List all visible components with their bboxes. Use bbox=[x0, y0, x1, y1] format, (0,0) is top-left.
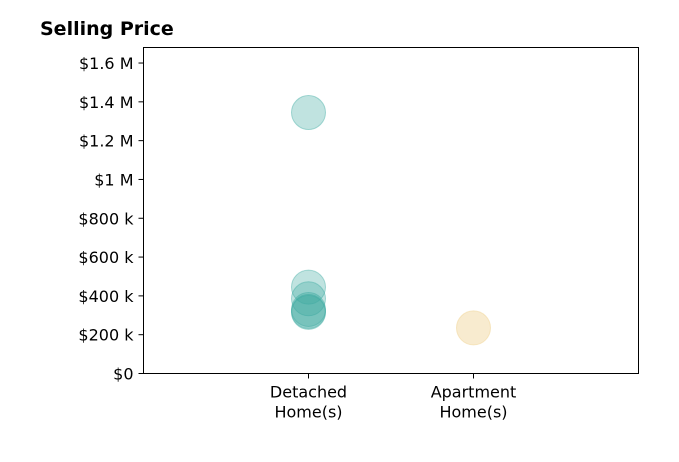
y-tick-label: $600 k bbox=[78, 248, 134, 267]
data-point bbox=[291, 95, 326, 131]
y-tick-label: $800 k bbox=[78, 209, 134, 228]
y-tick-label: $1 M bbox=[94, 170, 133, 189]
data-point bbox=[291, 293, 326, 329]
y-tick-label: $1.6 M bbox=[79, 54, 134, 73]
data-point bbox=[456, 310, 491, 346]
y-tick-label: $1.4 M bbox=[79, 93, 134, 112]
chart-title: Selling Price bbox=[40, 18, 174, 40]
y-tick-label: $400 k bbox=[78, 287, 134, 306]
data-point bbox=[291, 294, 326, 330]
plot-area-frame bbox=[143, 47, 639, 374]
y-tick-label: $200 k bbox=[78, 326, 134, 345]
data-point bbox=[291, 281, 326, 317]
data-point bbox=[291, 291, 326, 327]
y-axis: $0 $200 k $400 k $600 k $800 k $1 M $1.2 M $1.4… bbox=[78, 54, 144, 384]
y-tick-label: $0 bbox=[113, 365, 133, 384]
x-axis: Detached Home(s) Apartment Home(s) bbox=[270, 373, 517, 422]
data-points bbox=[291, 95, 491, 346]
x-tick-label: Detached Home(s) bbox=[270, 383, 347, 422]
y-tick-label: $1.2 M bbox=[79, 132, 134, 151]
x-tick-label: Apartment Home(s) bbox=[431, 383, 517, 422]
data-point bbox=[291, 269, 326, 305]
